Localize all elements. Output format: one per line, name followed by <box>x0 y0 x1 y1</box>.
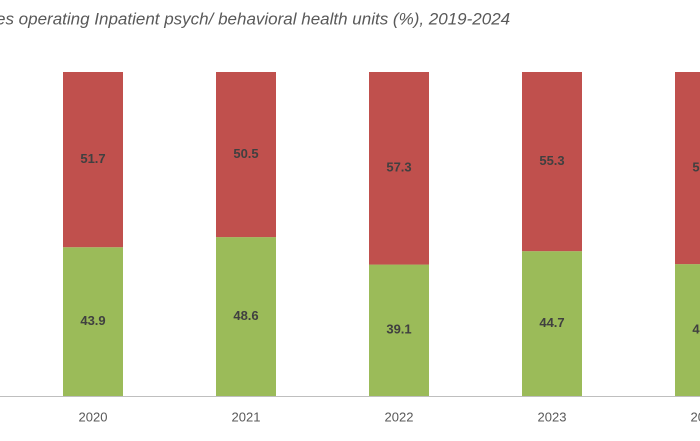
value-label: 39.1 <box>386 322 411 337</box>
bar-segment <box>675 264 700 396</box>
bar-segment <box>216 72 276 238</box>
x-tick-label: 2021 <box>232 409 261 424</box>
bar-segment <box>522 251 582 396</box>
value-label: 50.5 <box>233 146 258 161</box>
value-label: 58.7 <box>692 159 700 174</box>
bar-segment <box>369 264 429 396</box>
bar-segment <box>522 72 582 252</box>
x-tick-label: 2024 <box>691 409 700 424</box>
bar-segment <box>675 72 700 265</box>
bar-segment <box>369 72 429 265</box>
chart-title: es operating Inpatient psych/ behavioral… <box>0 9 510 28</box>
value-label: 57.3 <box>386 160 411 175</box>
value-label: 55.3 <box>539 153 564 168</box>
bar-segment <box>63 72 123 248</box>
value-label: 43.9 <box>80 313 105 328</box>
value-label: 40.3 <box>692 321 700 336</box>
x-tick-label: 2022 <box>385 409 414 424</box>
value-label: 44.7 <box>539 315 564 330</box>
value-label: 51.7 <box>80 151 105 166</box>
x-tick-label: 2020 <box>79 409 108 424</box>
bar-segment <box>63 247 123 396</box>
bar-segment <box>216 237 276 396</box>
x-tick-label: 2023 <box>538 409 567 424</box>
value-label: 48.6 <box>233 308 258 323</box>
